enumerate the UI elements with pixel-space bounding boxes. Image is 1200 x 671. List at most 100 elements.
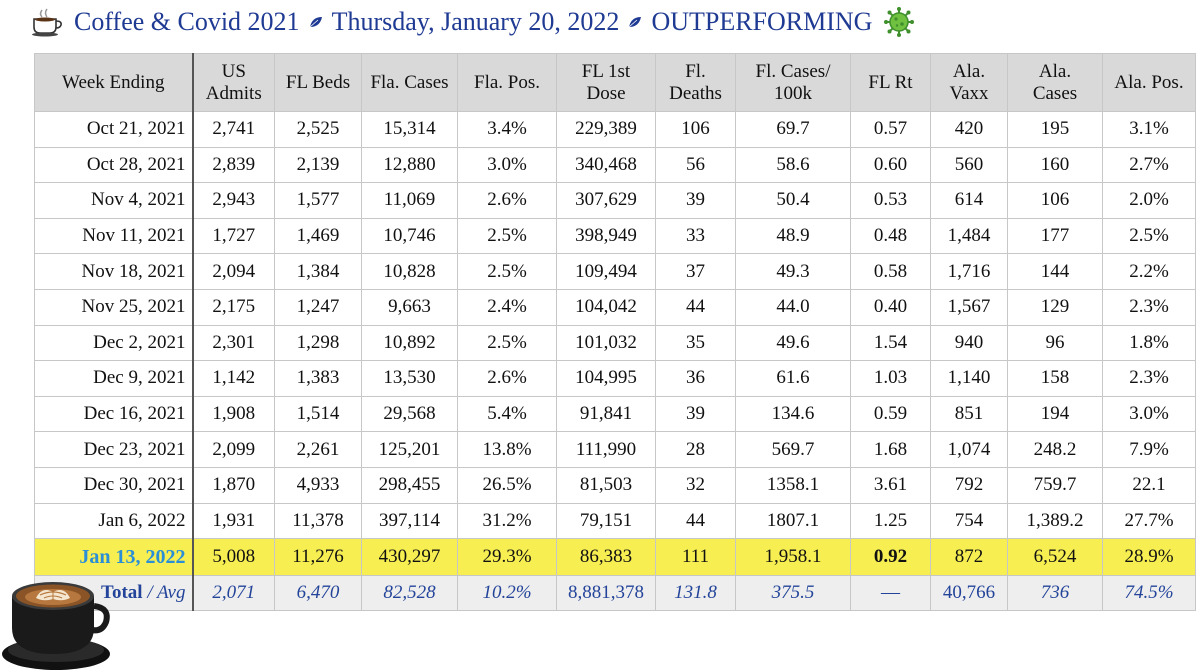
- fla-pos-cell: 29.3%: [457, 538, 557, 577]
- ala-pos-cell: 2.7%: [1102, 146, 1196, 184]
- leaf-icon: [309, 17, 322, 28]
- fl-rt-cell: 0.40: [850, 288, 931, 326]
- ala-pos-cell: 2.3%: [1102, 288, 1196, 326]
- ala-vaxx-cell: 754: [930, 502, 1008, 540]
- ala-vaxx-cell: 1,484: [930, 217, 1008, 255]
- fl-beds-cell: 11,276: [274, 538, 362, 577]
- fla-cases-cell: 125,201: [361, 431, 458, 468]
- fl-beds-cell: 1,514: [274, 395, 362, 433]
- week-ending-cell: Jan 6, 2022: [34, 502, 194, 540]
- us-admits-cell: 2,741: [192, 111, 275, 148]
- ala-cases-total-cell: 736: [1007, 575, 1103, 612]
- ala-cases-cell: 194: [1007, 395, 1103, 433]
- fl-deaths-cell: 39: [655, 395, 736, 433]
- fla-cases-cell: 397,114: [361, 502, 458, 540]
- fla-cases-cell: 10,892: [361, 324, 458, 362]
- fl-rt-cell: 0.59: [850, 395, 931, 433]
- table-row: Dec 30, 2021 1,870 4,933 298,455 26.5% 81,503…: [34, 466, 1196, 504]
- us-admits-cell: 1,142: [192, 360, 275, 397]
- leaf-icon: [629, 17, 642, 28]
- fl-first-dose-cell: 101,032: [556, 324, 656, 362]
- fl-deaths-cell: 56: [655, 146, 736, 184]
- fla-pos-cell: 3.4%: [457, 111, 557, 148]
- table-row: Dec 16, 2021 1,908 1,514 29,568 5.4% 91,841 39…: [34, 395, 1196, 433]
- fl-beds-cell: 2,139: [274, 146, 362, 184]
- us-admits-cell: 1,931: [192, 502, 275, 540]
- ala-vaxx-cell: 420: [930, 111, 1008, 148]
- ala-pos-cell: 2.5%: [1102, 217, 1196, 255]
- fla-pos-cell: 13.8%: [457, 431, 557, 468]
- ala-vaxx-cell: 872: [930, 538, 1008, 577]
- total-row: Total / Avg 2,071 6,470 82,528 10.2% 8,881,37…: [34, 575, 1196, 612]
- fla-cases-cell: 12,880: [361, 146, 458, 184]
- fl-first-dose-total-cell: 8,881,378: [556, 575, 656, 612]
- fl-beds-cell: 2,525: [274, 111, 362, 148]
- fl-rt-cell: 0.60: [850, 146, 931, 184]
- total-label: Total: [101, 582, 143, 604]
- us-admits-cell: 1,908: [192, 395, 275, 433]
- fl-rt-cell: 0.57: [850, 111, 931, 148]
- header-row: Week Ending US Admits FL Beds Fla. Cases …: [34, 53, 1196, 112]
- fl-cases-100k-cell: 134.6: [735, 395, 851, 433]
- fl-deaths-cell: 28: [655, 431, 736, 468]
- us-admits-cell: 2,175: [192, 288, 275, 326]
- ala-vaxx-cell: 560: [930, 146, 1008, 184]
- us-admits-cell: 1,727: [192, 217, 275, 255]
- fla-cases-cell: 15,314: [361, 111, 458, 148]
- fl-first-dose-cell: 109,494: [556, 253, 656, 290]
- ala-cases-cell: 1,389.2: [1007, 502, 1103, 540]
- fl-deaths-cell: 36: [655, 360, 736, 397]
- ala-vaxx-cell: 1,716: [930, 253, 1008, 290]
- covid-stats-table: Week Ending US Admits FL Beds Fla. Cases …: [34, 53, 1196, 612]
- ala-cases-cell: 759.7: [1007, 466, 1103, 504]
- table-row: Nov 18, 2021 2,094 1,384 10,828 2.5% 109,494 3…: [34, 253, 1196, 290]
- ala-cases-cell: 96: [1007, 324, 1103, 362]
- header-fl-first-dose: FL 1st Dose: [556, 53, 656, 112]
- fla-cases-cell: 9,663: [361, 288, 458, 326]
- fl-cases-100k-cell: 49.6: [735, 324, 851, 362]
- title-topic: Coffee & Covid 2021: [74, 7, 300, 36]
- fl-rt-total-cell: —: [850, 575, 931, 612]
- fl-cases-100k-cell: 58.6: [735, 146, 851, 184]
- fl-cases-100k-cell: 1807.1: [735, 502, 851, 540]
- fl-deaths-cell: 39: [655, 182, 736, 219]
- ala-vaxx-cell: 792: [930, 466, 1008, 504]
- ala-pos-cell: 2.2%: [1102, 253, 1196, 290]
- avg-label: Avg: [157, 582, 186, 604]
- ala-cases-cell: 177: [1007, 217, 1103, 255]
- fl-beds-cell: 2,261: [274, 431, 362, 468]
- fl-first-dose-cell: 104,995: [556, 360, 656, 397]
- fl-deaths-cell: 35: [655, 324, 736, 362]
- week-ending-cell: Oct 28, 2021: [34, 146, 194, 184]
- header-fla-cases: Fla. Cases: [361, 53, 458, 112]
- fla-pos-cell: 31.2%: [457, 502, 557, 540]
- fl-beds-cell: 11,378: [274, 502, 362, 540]
- header-fl-rt: FL Rt: [850, 53, 931, 112]
- fl-beds-cell: 1,247: [274, 288, 362, 326]
- fl-deaths-cell: 32: [655, 466, 736, 504]
- fl-beds-cell: 1,469: [274, 217, 362, 255]
- us-admits-cell: 2,301: [192, 324, 275, 362]
- fl-beds-cell: 1,577: [274, 182, 362, 219]
- fla-pos-cell: 2.5%: [457, 324, 557, 362]
- fl-cases-100k-cell: 69.7: [735, 111, 851, 148]
- us-admits-cell: 2,094: [192, 253, 275, 290]
- ala-cases-cell: 248.2: [1007, 431, 1103, 468]
- fl-rt-cell: 0.48: [850, 217, 931, 255]
- fl-rt-cell: 1.03: [850, 360, 931, 397]
- fl-first-dose-cell: 307,629: [556, 182, 656, 219]
- week-ending-cell: Dec 16, 2021: [34, 395, 194, 433]
- ala-vaxx-cell: 1,140: [930, 360, 1008, 397]
- fla-cases-cell: 298,455: [361, 466, 458, 504]
- fl-deaths-cell: 111: [655, 538, 736, 577]
- table-body: Oct 21, 2021 2,741 2,525 15,314 3.4% 229,389 1…: [34, 111, 1196, 612]
- table-row: Dec 23, 2021 2,099 2,261 125,201 13.8% 111,99…: [34, 431, 1196, 468]
- week-ending-cell: Dec 23, 2021: [34, 431, 194, 468]
- ala-pos-cell: 2.3%: [1102, 360, 1196, 397]
- fl-deaths-total-cell: 131.8: [655, 575, 736, 612]
- header-ala-pos: Ala. Pos.: [1102, 53, 1196, 112]
- table-row: Dec 9, 2021 1,142 1,383 13,530 2.6% 104,995 36…: [34, 360, 1196, 397]
- ala-cases-cell: 144: [1007, 253, 1103, 290]
- fla-cases-cell: 11,069: [361, 182, 458, 219]
- fla-pos-cell: 2.6%: [457, 182, 557, 219]
